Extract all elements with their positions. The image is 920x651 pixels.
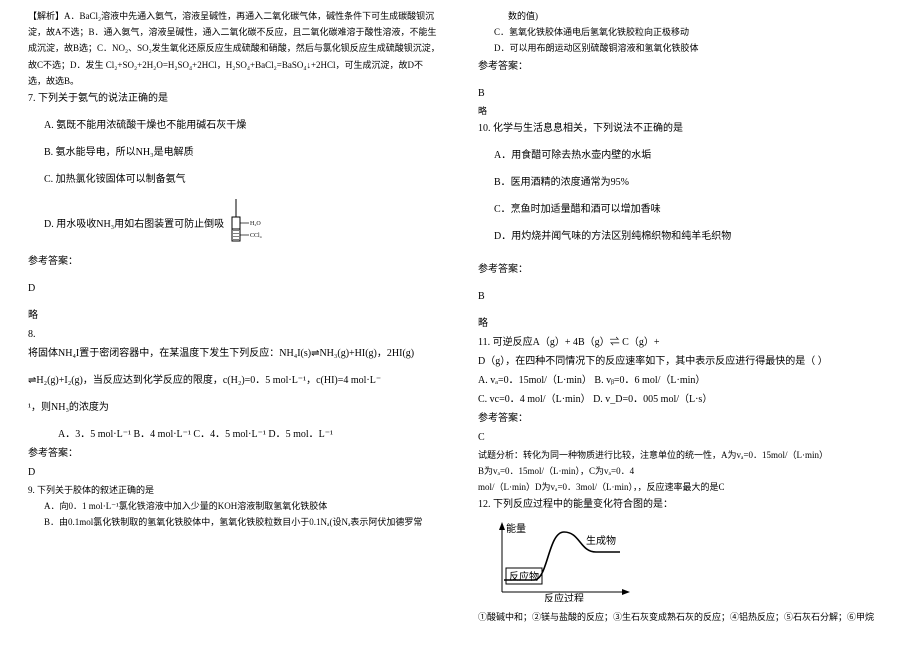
brief-3: 略 (478, 314, 892, 333)
q11-text: 11. 可逆反应A（g）+ 4B（g）⇌ C（g）+ (478, 333, 892, 352)
brief-1: 略 (28, 306, 442, 325)
device-diagram: H₂O CCl₄ (229, 197, 271, 252)
answer-header-1: 参考答案： (28, 252, 442, 271)
q10-option-c: C．烹鱼时加适量醋和酒可以增加香味 (478, 200, 892, 219)
q8-line-3: ¹，则NH₃的浓度为 (28, 398, 442, 417)
chart-products-label: 生成物 (586, 534, 616, 547)
q11-explanation-2: B为vₐ=0．15mol/（L·min），C为vₐ=0．4 (478, 463, 892, 479)
analysis-line-2: 淀，故A不选；B．通入氨气，溶液呈碱性，通入二氧化碳不反应，且二氧化碳难溶于酸性… (28, 24, 442, 40)
q9-text: 9. 下列关于胶体的叙述正确的是 (28, 482, 442, 498)
q7-option-a: A. 氨既不能用浓硫酸干燥也不能用碱石灰干燥 (28, 116, 442, 135)
answer-d-1: D (28, 279, 442, 298)
answer-c: C (478, 428, 892, 447)
q10-option-d: D．用灼烧并闻气味的方法区别纯棉织物和纯羊毛织物 (478, 227, 892, 246)
device-ccl4-label: CCl₄ (250, 233, 262, 239)
q8-number: 8. (28, 325, 442, 344)
q11-options-ab: A. vₐ=0．15mol/（L·min） B. vᵦ=0．6 mol/（L·m… (478, 371, 892, 390)
answer-b: B (478, 84, 892, 103)
q7-option-c: C. 加热氯化铵固体可以制备氨气 (28, 170, 442, 189)
answer-header-5: 参考答案： (478, 409, 892, 428)
q12-options: ①酸碱中和；②镁与盐酸的反应；③生石灰变成熟石灰的反应；④铝热反应；⑤石灰石分解… (478, 609, 892, 625)
q9-option-d: D．可以用布朗运动区别硫酸铜溶液和氢氧化铁胶体 (478, 40, 892, 56)
q10-text: 10. 化学与生活息息相关，下列说法不正确的是 (478, 119, 892, 138)
q7-option-b: B. 氨水能导电，所以NH₃是电解质 (28, 143, 442, 162)
q10-option-b: B．医用酒精的浓度通常为95% (478, 173, 892, 192)
page-container: 【解析】A．BaCl₂溶液中先通入氨气，溶液呈碱性，再通入二氧化碳气体，碱性条件… (0, 0, 920, 651)
right-column: 数的值) C．氢氧化铁胶体通电后氢氧化铁胶粒向正极移动 D．可以用布朗运动区别硫… (460, 0, 920, 651)
left-column: 【解析】A．BaCl₂溶液中先通入氨气，溶液呈碱性，再通入二氧化碳气体，碱性条件… (0, 0, 460, 651)
chart-x-label: 反应过程 (544, 592, 584, 602)
q7-option-d: D. 用水吸收NH₃用如右图装置可防止倒吸 H₂O (28, 197, 442, 252)
q9-option-b: B．由0.1mol氯化铁制取的氢氧化铁胶体中，氢氧化铁胶粒数目小于0.1Nₐ(设… (28, 514, 442, 530)
answer-header-3: 参考答案： (478, 57, 892, 76)
q9b-continuation: 数的值) (478, 8, 892, 24)
answer-header-4: 参考答案： (478, 260, 892, 279)
q11-explanation-3: mol/（L·min）D为vₐ=0．3mol/（L·min），，反应速率最大的是… (478, 479, 892, 495)
q11-options-cd: C. vc=0．4 mol/（L·min） D. v_D=0．005 mol/（… (478, 390, 892, 409)
brief-2: 略 (478, 103, 892, 119)
analysis-line-5: 选，故选B。 (28, 73, 442, 89)
device-h2o-label: H₂O (250, 221, 261, 227)
energy-chart: 能量 生成物 反应物 反应过程 (488, 520, 892, 605)
q11-line-2: D（g），在四种不同情况下的反应速率如下，其中表示反应进行得最快的是（ ） (478, 352, 892, 371)
q9-option-c: C．氢氧化铁胶体通电后氢氧化铁胶粒向正极移动 (478, 24, 892, 40)
analysis-line-1: 【解析】A．BaCl₂溶液中先通入氨气，溶液呈碱性，再通入二氧化碳气体，碱性条件… (28, 8, 442, 24)
q9-option-a: A．向0．1 mol·L⁻¹氯化铁溶液中加入少量的KOH溶液制取氢氧化铁胶体 (28, 498, 442, 514)
answer-b-2: B (478, 287, 892, 306)
analysis-line-4: 故C不选；D．发生 Cl₂+SO₂+2H₂O=H₂SO₄+2HCl，H₂SO₄+… (28, 57, 442, 73)
q11-explanation-1: 试题分析：转化为同一种物质进行比较，注意单位的统一性，A为vₐ=0．15mol/… (478, 447, 892, 463)
q10-option-a: A．用食醋可除去热水壶内壁的水垢 (478, 146, 892, 165)
chart-reactants-label: 反应物 (509, 570, 539, 583)
q7-text: 7. 下列关于氨气的说法正确的是 (28, 89, 442, 108)
analysis-line-3: 成沉淀，故B选；C．NO₂、SO₂发生氧化还原反应生成硫酸和硝酸，然后与氯化钡反… (28, 40, 442, 56)
q8-line-2: ⇌H₂(g)+I₂(g)，当反应达到化学反应的限度，c(H₂)=0．5 mol·… (28, 371, 442, 390)
answer-header-2: 参考答案： (28, 444, 442, 463)
q8-line-1: 将固体NH₄I置于密闭容器中，在某温度下发生下列反应：NH₄I(s)⇌NH₃(g… (28, 344, 442, 363)
q7d-label: D. 用水吸收NH₃用如右图装置可防止倒吸 (44, 219, 224, 230)
q12-text: 12. 下列反应过程中的能量变化符合图的是： (478, 495, 892, 514)
answer-d-2: D (28, 463, 442, 482)
chart-y-label: 能量 (506, 522, 526, 535)
q8-options: A．3．5 mol·L⁻¹ B．4 mol·L⁻¹ C．4．5 mol·L⁻¹ … (28, 425, 442, 444)
